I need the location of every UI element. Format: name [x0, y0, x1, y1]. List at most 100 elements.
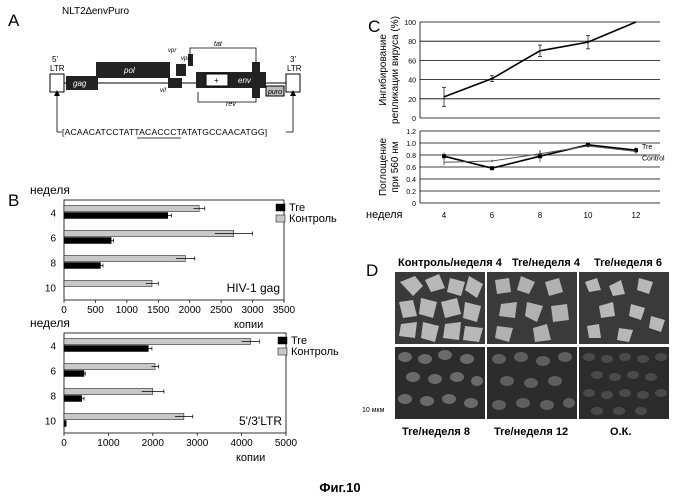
- panel-c-letter: C: [368, 17, 380, 36]
- y-tick-label: 40: [408, 78, 416, 85]
- x-tick-label: 5000: [275, 438, 298, 449]
- y-tick-label: 0.2: [406, 189, 416, 196]
- bar-Контроль: [64, 414, 184, 420]
- category-label: 6: [50, 367, 56, 378]
- cells-pattern: [579, 347, 669, 419]
- x-tick-label: 0: [61, 305, 67, 316]
- gene-tat2: [252, 62, 260, 72]
- cells-pattern: [395, 347, 485, 419]
- y-axis-label: неделя: [30, 316, 70, 330]
- bar-Контроль: [64, 389, 153, 395]
- x-tick-label: 3500: [273, 305, 296, 316]
- y-tick-label: 0: [412, 201, 416, 208]
- gene-vif: [168, 78, 182, 88]
- bar-Tre: [64, 263, 100, 269]
- x-tick-label: 4: [442, 211, 447, 220]
- bar-Tre: [64, 213, 168, 219]
- chart-ltr: неделя46810010002000300040005000копии5'/…: [30, 316, 339, 464]
- category-label: 10: [45, 284, 57, 295]
- y-tick-label: 60: [408, 58, 416, 65]
- bar-Контроль: [64, 339, 250, 345]
- ltr5-label-2: LTR: [50, 64, 65, 73]
- tat-splice: [190, 48, 256, 62]
- chart-inhibition: 020406080100Ингибированиерепликации виру…: [377, 16, 660, 124]
- ltr5-box: [50, 74, 64, 92]
- y-tick-label: 0.6: [406, 165, 416, 172]
- d-label-negative-control: О.К.: [610, 426, 631, 438]
- chart-hiv-gag: неделя468100500100015002000250030003500к…: [30, 183, 337, 331]
- category-label: 4: [50, 209, 56, 220]
- x-tick-label: 10: [584, 211, 593, 220]
- category-label: 6: [50, 234, 56, 245]
- series-line: [444, 22, 636, 97]
- x-axis-label: неделя: [366, 209, 403, 221]
- y-axis-label: при 560 нм: [390, 141, 401, 192]
- bar-Tre: [64, 396, 82, 402]
- micrograph-control-week4: [395, 272, 485, 344]
- bar-Tre: [64, 371, 84, 377]
- x-tick-label: 4000: [230, 438, 253, 449]
- sequence-text: [ACAACATCCTATTACACCCTATATGCCAACATGG]: [62, 127, 267, 137]
- gene-tat-label: tat: [214, 41, 223, 48]
- y-tick-label: 100: [404, 20, 416, 27]
- panel-a: A NLT2∆envPuro 5' LTR 3' LTR gag pol + e…: [8, 6, 302, 138]
- y-axis-label: Поглощение: [378, 138, 389, 196]
- category-label: 8: [50, 392, 56, 403]
- bar-Tre: [64, 238, 111, 244]
- category-label: 4: [50, 342, 56, 353]
- y-tick-label: 1.0: [406, 141, 416, 148]
- bar-Tre: [64, 421, 66, 427]
- d-label-tre-w6: Tre/неделя 6: [594, 257, 662, 269]
- y-axis-label: Ингибирование: [377, 34, 389, 106]
- panel-c: C 020406080100Ингибированиерепликации ви…: [366, 16, 665, 221]
- y-axis-label: неделя: [30, 183, 70, 197]
- y-axis-label: репликации вируса (%): [390, 16, 401, 124]
- bar-Контроль: [64, 281, 152, 287]
- legend-label: Контроль: [289, 213, 337, 225]
- gene-puro-label: puro: [267, 89, 282, 96]
- x-tick-label: 8: [538, 211, 543, 220]
- y-tick-label: 1.2: [406, 129, 416, 136]
- ltr3-box: [286, 74, 300, 92]
- panel-b: B неделя46810050010001500200025003000350…: [8, 183, 339, 464]
- env-deletion-mark: +: [214, 76, 219, 85]
- series-label: Tre: [642, 144, 652, 151]
- category-label: 8: [50, 259, 56, 270]
- ltr5-label: 5': [52, 55, 58, 64]
- cells-pattern: [579, 272, 669, 344]
- x-tick-label: 1500: [147, 305, 170, 316]
- chart-title: HIV-1 gag: [227, 281, 280, 295]
- gene-pol-label: pol: [123, 66, 135, 75]
- d-label-tre-w8: Tre/неделя 8: [402, 426, 470, 438]
- bar-Контроль: [64, 231, 234, 237]
- x-axis-label: копии: [234, 319, 263, 331]
- y-tick-label: 0: [412, 116, 416, 123]
- panel-a-letter: A: [8, 11, 20, 30]
- micrograph-tre-week8: [395, 347, 485, 419]
- x-tick-label: 500: [87, 305, 104, 316]
- x-tick-label: 12: [632, 211, 641, 220]
- gene-vpr: [176, 64, 186, 76]
- gene-env-label: env: [238, 76, 252, 85]
- legend-swatch: [278, 348, 287, 355]
- series-label: Control: [642, 155, 665, 162]
- bar-Контроль: [64, 364, 155, 370]
- cells-pattern: [395, 272, 485, 344]
- x-tick-label: 2500: [210, 305, 233, 316]
- cells-pattern: [487, 272, 577, 344]
- y-tick-label: 0.4: [406, 177, 416, 184]
- ltr3-label: 3': [290, 55, 296, 64]
- gene-vif-label: vif: [160, 88, 167, 94]
- bar-Контроль: [64, 206, 199, 212]
- x-tick-label: 3000: [241, 305, 264, 316]
- legend-swatch: [276, 204, 285, 211]
- legend-swatch: [276, 215, 285, 222]
- y-tick-label: 0.8: [406, 153, 416, 160]
- x-tick-label: 3000: [186, 438, 209, 449]
- gene-rev2: [252, 88, 260, 98]
- micrograph-tre-week4: [487, 272, 577, 344]
- y-tick-label: 20: [408, 97, 416, 104]
- gene-vpr-label: vpr: [168, 48, 177, 54]
- chart-title: 5'/3'LTR: [239, 414, 282, 428]
